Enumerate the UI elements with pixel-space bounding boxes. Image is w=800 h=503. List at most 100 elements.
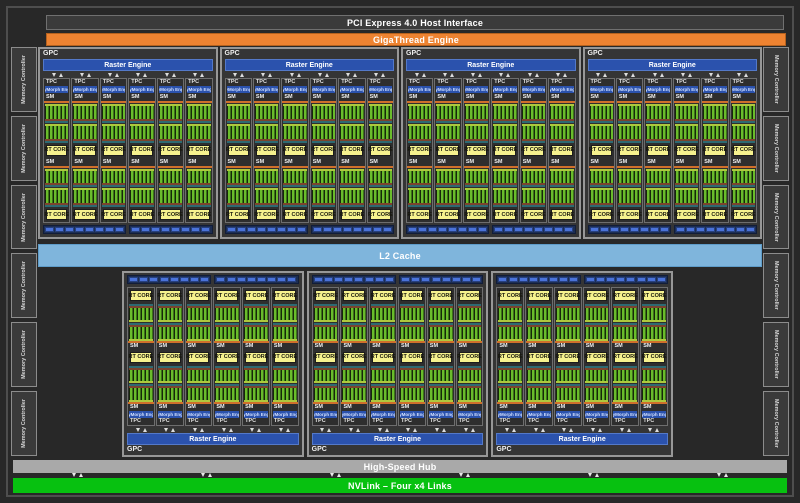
- texture-unit: [296, 227, 306, 232]
- core-group-strip: [428, 306, 453, 308]
- core-group-strip: [642, 322, 667, 325]
- texture-unit: [382, 227, 392, 232]
- core-group-strip: [464, 203, 489, 205]
- tpc-label: TPC: [590, 79, 602, 85]
- core-group-strip: [158, 118, 183, 121]
- arrow-up-icon: [171, 72, 176, 77]
- core-group-strip: [589, 203, 613, 205]
- rt-core-label: RT CORE: [283, 144, 307, 156]
- arrow-pair: [156, 71, 184, 78]
- memory-controller-label: Memory Controller: [773, 192, 779, 242]
- core-group-strip: [731, 104, 756, 106]
- core-group-strip: [613, 400, 638, 402]
- polymorph-engine-label: PolyMorph Engine: [703, 86, 727, 93]
- core-group-strip: [584, 367, 609, 370]
- arrow-up-icon: [569, 427, 574, 432]
- cuda-cores-bars: [186, 388, 211, 400]
- core-group-strip: [368, 185, 393, 188]
- core-group: [589, 168, 613, 188]
- core-group-strip: [428, 322, 453, 325]
- sm-label: SM: [407, 93, 433, 103]
- core-group-strip: [342, 381, 367, 384]
- core-group-strip: [400, 384, 424, 387]
- core-group-strip: [130, 123, 154, 126]
- core-group-strip: [101, 120, 126, 123]
- memory-controller-block: Memory Controller: [763, 47, 789, 112]
- core-group-strip: [340, 205, 364, 207]
- polymorph-engine-label: PolyMorph Engine: [400, 411, 424, 418]
- core-group-strip: [187, 138, 211, 141]
- texture-unit: [626, 277, 636, 282]
- core-group-strip: [646, 120, 670, 123]
- texture-unit: [534, 227, 544, 232]
- sm-label: SM: [185, 402, 212, 411]
- sm-block: SM RT CORE: [702, 158, 728, 223]
- sm-label: SM: [399, 402, 425, 411]
- core-group-strip: [254, 168, 279, 171]
- core-group: [457, 384, 482, 402]
- arrow-pair: [309, 71, 337, 78]
- sm-block: SM RT CORE: [463, 158, 490, 223]
- core-group-strip: [311, 120, 336, 123]
- core-group-strip: [613, 306, 638, 308]
- core-group-strip: [244, 338, 268, 341]
- cuda-cores-bars: [527, 326, 551, 339]
- core-group-strip: [254, 104, 279, 106]
- core-group-strip: [226, 168, 250, 171]
- core-group: [464, 104, 489, 123]
- rt-core-label: RT CORE: [493, 144, 517, 156]
- core-group-strip: [283, 104, 307, 106]
- core-group-strip: [646, 118, 670, 121]
- arrow-pair: [639, 426, 668, 433]
- cuda-cores-bars: [584, 388, 609, 400]
- core-group: [340, 168, 364, 188]
- core-group-strip: [311, 104, 336, 106]
- core-group-strip: [400, 338, 424, 341]
- core-group-strip: [498, 322, 523, 325]
- polymorph-engine-label: PolyMorph Engine: [371, 411, 396, 418]
- rt-core-label: RT CORE: [555, 351, 580, 363]
- core-group-strip: [101, 168, 126, 171]
- core-group-strip: [368, 104, 393, 106]
- sm-label: SM: [128, 402, 154, 411]
- tpc-label: TPC: [74, 79, 86, 85]
- core-group-strip: [130, 185, 154, 188]
- rt-core-label: RT CORE: [646, 144, 670, 156]
- core-group-strip: [101, 118, 126, 121]
- cuda-cores-bars: [272, 326, 297, 339]
- texture-unit: [236, 227, 246, 232]
- cuda-cores-bars: [371, 388, 396, 400]
- core-group-strip: [215, 367, 240, 370]
- texture-unit: [629, 227, 639, 232]
- core-group: [73, 123, 97, 143]
- texture-unit-strip: [43, 225, 213, 234]
- core-group: [368, 188, 393, 207]
- core-group-strip: [493, 185, 517, 188]
- texture-unit: [585, 277, 595, 282]
- cuda-cores-bars: [157, 308, 182, 320]
- core-group-strip: [371, 381, 396, 384]
- core-group-strip: [550, 140, 574, 143]
- arrow-down-icon: [555, 72, 560, 77]
- sm-label: SM: [399, 340, 425, 350]
- core-group: [555, 365, 580, 384]
- cuda-cores-bars: [498, 308, 523, 320]
- core-group-strip: [550, 104, 574, 106]
- rt-core-label: RT CORE: [186, 290, 211, 301]
- core-group-strip: [187, 104, 211, 106]
- arrow-down-icon: [377, 427, 382, 432]
- memory-controller-label: Memory Controller: [21, 192, 27, 242]
- core-group-strip: [703, 188, 727, 191]
- sm-label: SM: [157, 158, 184, 168]
- core-group-strip: [464, 120, 489, 123]
- cuda-cores-bars: [642, 308, 667, 320]
- arrow-up-icon: [324, 72, 329, 77]
- core-group-strip: [187, 140, 211, 143]
- core-group-strip: [428, 324, 453, 327]
- core-group-strip: [186, 384, 211, 387]
